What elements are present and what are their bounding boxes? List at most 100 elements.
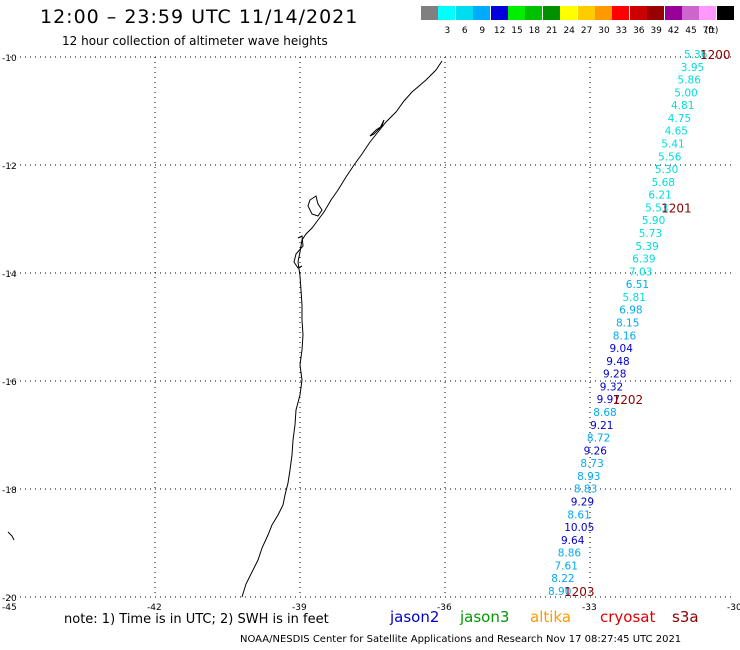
- swh-value: 9.29: [571, 497, 594, 509]
- lon-tick-label: -36: [437, 603, 452, 613]
- satellite-s3a: s3a: [672, 608, 699, 626]
- legend-swatch: [508, 6, 525, 20]
- lon-tick-label: -39: [292, 603, 307, 613]
- coastline: [241, 60, 443, 598]
- swh-value: 5.81: [623, 292, 646, 304]
- legend-swatch: [682, 6, 699, 20]
- swh-value: 6.39: [632, 254, 655, 266]
- lat-tick-label: -14: [2, 270, 17, 280]
- swh-value: 8.90: [548, 586, 571, 598]
- swh-value: 6.21: [648, 190, 671, 202]
- swh-value: 3.95: [681, 62, 704, 74]
- swh-value: 9.97: [597, 394, 620, 406]
- legend-swatch: [525, 6, 543, 20]
- satellite-cryosat: cryosat: [600, 608, 656, 626]
- legend-label: 24: [563, 26, 575, 36]
- swh-value: 8.61: [567, 509, 590, 521]
- swh-value: 5.30: [655, 164, 678, 176]
- swh-value: 5.73: [639, 228, 662, 240]
- legend-swatch: [490, 6, 508, 20]
- swh-value: 9.04: [610, 343, 634, 355]
- swh-value: 9.28: [603, 369, 626, 381]
- lon-tick-label: -30: [727, 603, 740, 613]
- track-time-label: 1203: [564, 585, 595, 599]
- credit-line: NOAA/NESDIS Center for Satellite Applica…: [240, 634, 682, 645]
- legend-label: 6: [461, 26, 468, 36]
- lon-tick-label: -42: [147, 603, 162, 613]
- swh-value: 4.75: [668, 113, 691, 125]
- lon-tick-label: -45: [2, 603, 17, 613]
- swh-value: 7.61: [555, 560, 578, 572]
- swh-value: 5.56: [658, 151, 682, 163]
- legend-label: 3: [444, 26, 451, 36]
- lat-tick-label: -20: [2, 594, 17, 604]
- legend-swatch: [664, 6, 682, 20]
- legend-swatch: [595, 6, 612, 20]
- legend-swatch: [699, 6, 717, 20]
- swh-value: 4.81: [671, 100, 694, 112]
- legend-label: 30: [598, 26, 610, 36]
- coastline-fragment: [7, 531, 15, 541]
- lon-tick-label: -33: [582, 603, 597, 613]
- legend-label: 21: [546, 26, 558, 36]
- swh-value: 5.68: [652, 177, 675, 189]
- lat-tick-label: -12: [2, 162, 17, 172]
- coastline-islands: [293, 235, 304, 269]
- track-time-label: 1200: [700, 48, 731, 62]
- swh-value: 6.51: [626, 279, 649, 291]
- legend-swatch: [716, 6, 734, 20]
- swh-value: 4.65: [665, 126, 688, 138]
- swh-value: 8.16: [613, 330, 637, 342]
- swh-value: 8.93: [577, 471, 600, 483]
- lat-tick-label: -18: [2, 486, 17, 496]
- legend-swatch: [438, 6, 456, 20]
- legend-swatch: [647, 6, 665, 20]
- satellite-jason3: jason3: [460, 608, 510, 626]
- swh-value: 10.05: [564, 522, 594, 534]
- coastline-inlet: [369, 119, 385, 137]
- legend-swatch: [577, 6, 595, 20]
- swh-value: 8.15: [616, 318, 639, 330]
- swh-value: 6.98: [619, 305, 642, 317]
- legend-swatch: [455, 6, 473, 20]
- legend-swatch: [629, 6, 647, 20]
- swh-value: 5.00: [674, 87, 697, 99]
- swh-value: 5.53: [645, 202, 668, 214]
- swh-value: 7.03: [629, 266, 652, 278]
- swh-value: 8.86: [558, 548, 582, 560]
- swh-value: 9.21: [590, 420, 613, 432]
- map-title: 12:00 – 23:59 UTC 11/14/2021: [40, 6, 359, 28]
- swh-value: 8.73: [580, 458, 603, 470]
- map-subtitle: 12 hour collection of altimeter wave hei…: [62, 34, 328, 48]
- legend-label: 45: [685, 26, 697, 36]
- legend-unit: (ft): [704, 26, 719, 36]
- swh-value: 8.68: [593, 407, 616, 419]
- legend-label: 27: [580, 26, 593, 36]
- legend-label: 18: [528, 26, 541, 36]
- swh-value: 5.39: [635, 241, 658, 253]
- swh-value: 9.32: [600, 381, 623, 393]
- legend-label: 12: [493, 26, 506, 36]
- swh-value: 9.48: [606, 356, 629, 368]
- legend-swatch: [560, 6, 578, 20]
- legend-label: 70: [702, 26, 715, 36]
- swh-value: 9.64: [561, 535, 585, 547]
- swh-value: 5.86: [678, 75, 702, 87]
- legend-label: 33: [615, 26, 628, 36]
- swh-value: 8.72: [587, 433, 610, 445]
- lat-tick-label: -16: [2, 378, 17, 388]
- swh-value: 5.90: [642, 215, 665, 227]
- legend-label: 15: [511, 26, 523, 36]
- satellite-jason2: jason2: [390, 608, 440, 626]
- satellite-altika: altika: [530, 608, 572, 626]
- legend-label: 36: [633, 26, 645, 36]
- swh-value: 9.26: [584, 445, 608, 457]
- coastline-bay: [307, 195, 323, 217]
- legend-label: 39: [650, 26, 662, 36]
- swh-value: 5.41: [661, 139, 684, 151]
- swh-value: 8.83: [574, 484, 597, 496]
- legend-swatch: [542, 6, 560, 20]
- legend-swatch: [473, 6, 491, 20]
- legend-label: 9: [479, 26, 486, 36]
